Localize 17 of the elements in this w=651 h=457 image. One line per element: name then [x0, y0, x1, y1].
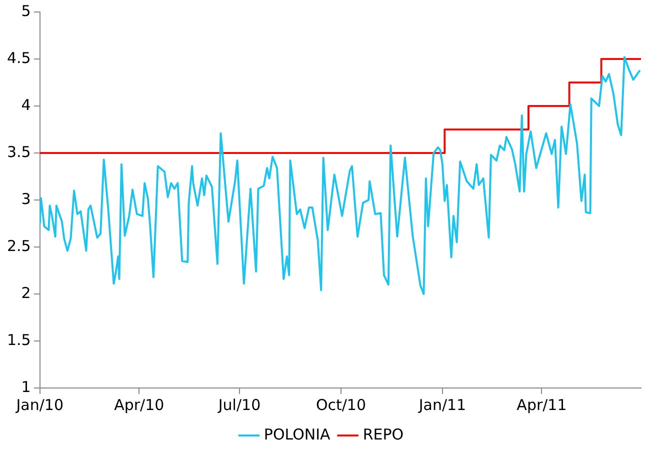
y-tick-label: 5 — [21, 2, 31, 20]
y-tick-label: 2 — [21, 284, 31, 302]
y-tick-label: 3 — [21, 190, 31, 208]
x-tick-label: Apr/10 — [114, 396, 164, 414]
legend-label: REPO — [362, 425, 404, 444]
x-tick-label: Jan/10 — [15, 396, 64, 414]
x-tick-label: Apr/11 — [516, 396, 567, 414]
x-tick-label: Jul/10 — [217, 396, 261, 414]
y-tick-label: 3.5 — [6, 142, 31, 161]
legend-label: POLONIA — [264, 425, 332, 444]
y-tick-label: 1.5 — [6, 330, 31, 349]
y-tick-label: 1 — [21, 378, 31, 396]
x-tick-label: Oct/10 — [316, 396, 366, 414]
y-tick-label: 4 — [21, 96, 31, 114]
x-tick-label: Jan/11 — [418, 396, 466, 414]
y-tick-label: 4.5 — [6, 48, 31, 67]
y-tick-label: 2.5 — [6, 236, 31, 255]
